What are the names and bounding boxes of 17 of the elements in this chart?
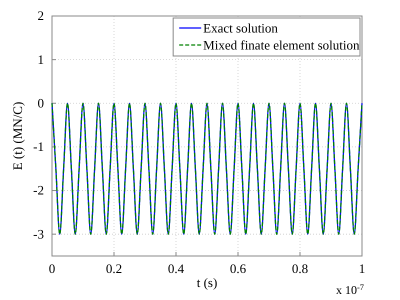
x-tick-label: 0.6	[230, 261, 247, 276]
legend-label: Mixed finate element solution	[203, 38, 360, 52]
y-tick-label: 2	[38, 8, 44, 24]
y-tick-label: 1	[38, 52, 44, 67]
y-tick-label: 0	[38, 95, 44, 110]
x-tick-label: 1	[358, 261, 366, 276]
x-tick-label: 0.8	[292, 261, 308, 276]
y-axis-title: E (t) (MN/C)	[10, 102, 25, 170]
y-tick-label: -3	[33, 226, 44, 242]
legend-label: Exact solution	[203, 20, 278, 36]
x-axis-title: t (s)	[196, 275, 218, 290]
y-tick-label: -2	[33, 182, 44, 198]
x-tick-label: 0.4	[168, 261, 185, 276]
x-tick-label: 0	[48, 261, 56, 276]
y-tick-label: -1	[33, 139, 44, 154]
text: x 10$^{-7}$	[336, 282, 364, 297]
x-tick-label: 0.2	[106, 261, 122, 276]
